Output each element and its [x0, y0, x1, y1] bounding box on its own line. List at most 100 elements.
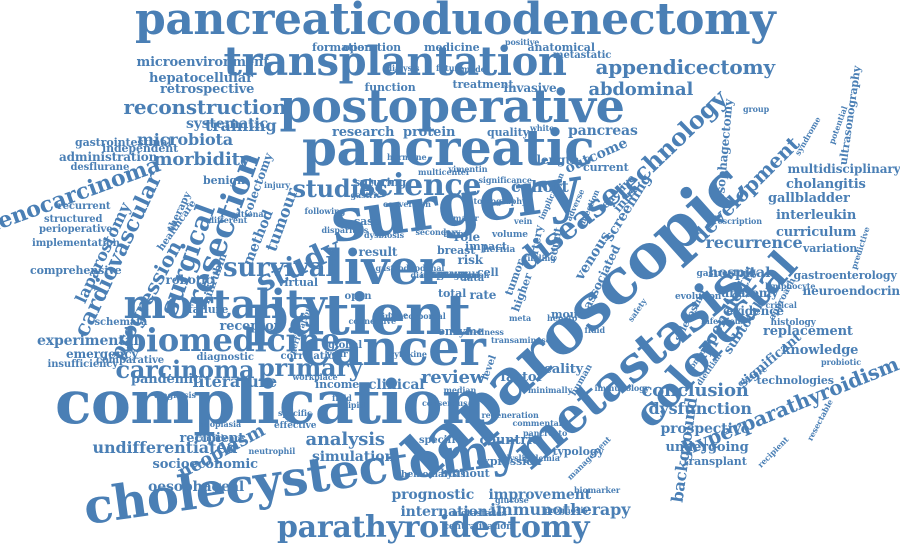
word-increased: increased [428, 270, 472, 280]
word-hepatocellular: hepatocellular [149, 70, 253, 86]
word-evidence: evidence [726, 304, 784, 318]
word-training: training [205, 116, 277, 135]
word-critical: critical [765, 300, 797, 310]
word-efficacy: efficacy [433, 270, 467, 280]
word-protein: protein [403, 124, 456, 140]
word-virtual: virtual [278, 275, 318, 289]
word-cancer: cancer [300, 318, 486, 377]
word-national: national [230, 209, 267, 219]
word-complication: complication [55, 368, 486, 438]
word-major: major [453, 213, 479, 223]
word-recipient: recipient [179, 430, 245, 446]
word-feasibility: feasibility [428, 270, 473, 280]
word-abdominal: abdominal [588, 79, 694, 100]
word-replacement: replacement [763, 323, 853, 339]
word-mortality: mortality [123, 281, 327, 328]
word-typology: typology [552, 444, 604, 458]
word-rate: rate [469, 288, 497, 302]
word-insufficiency: insufficiency [47, 359, 119, 370]
word-neuroendocrine: neuroendocrine [802, 284, 900, 298]
word-countrie: countrie [479, 432, 541, 448]
word-model: model [461, 64, 489, 74]
word-undergoing: undergoing [665, 439, 749, 455]
word-histology: histology [770, 317, 816, 328]
word-different: different [208, 215, 248, 225]
word-pancreaticoduodenectomy: pancreaticoduodenectomy [135, 0, 776, 45]
word-cohort: cohort [511, 177, 569, 196]
word-comparative: comparative [96, 355, 165, 366]
word-survival: survival [223, 253, 335, 283]
word-giant: giant [438, 270, 462, 280]
word-vimentin: vimentin [448, 164, 488, 174]
word-technologies: technologies [756, 373, 834, 387]
word-studies: studies [292, 174, 388, 203]
word-total: total [438, 286, 467, 300]
word-transplant: transplant [683, 454, 747, 468]
word-differential: differential [425, 270, 475, 280]
word-multicenter: multicenter [418, 167, 470, 177]
word-consensus: consensus [422, 398, 468, 408]
word-cholangitis: cholangitis [786, 176, 866, 192]
word-pancreatic: pancreatic [302, 118, 595, 177]
word-following: following [304, 206, 346, 216]
word-curriculum: curriculum [776, 224, 857, 240]
word-length: length [536, 153, 580, 167]
word-evolution: evolution [675, 291, 722, 302]
word-undifferentiated: undifferentiated [92, 438, 238, 457]
word-dialysis: dialysis [386, 63, 420, 73]
word-dysfunction: dysfunction [648, 399, 753, 418]
word-biomarker: biomarker [574, 485, 620, 495]
word-white: white [530, 123, 555, 133]
word-bariatric: bariatric [431, 270, 470, 280]
word-suturing: suturing [354, 175, 407, 189]
word-structured: structured [44, 214, 103, 225]
word-medicine: medicine [424, 40, 480, 54]
word-perioperative: perioperative [39, 224, 113, 235]
word-robotic: robotic [165, 273, 213, 287]
word-benign: benign [203, 173, 245, 187]
word-cytokine: cytokine [389, 349, 427, 359]
word-centralization: centralization [443, 521, 513, 532]
word-schemata: schemata [94, 317, 148, 328]
word-recipient: recipient [755, 434, 791, 470]
word-quality: quality [487, 125, 529, 139]
word-implementation: implementation [32, 238, 120, 249]
word-interval: interval [433, 270, 468, 280]
word-immunotherapy: immunotherapy [490, 500, 631, 519]
word-role: role [454, 230, 481, 244]
word-workplace: workplace [292, 372, 338, 382]
word-oesophageal: oesophageal [148, 479, 245, 495]
word-formation: formation [312, 40, 373, 54]
word-cell: cell [477, 265, 499, 279]
word-hormone: hormone [387, 152, 427, 162]
word-systematic: systematic [186, 116, 269, 132]
word-hepato: hepato [547, 313, 578, 323]
word-patient: patient [249, 282, 471, 348]
word-tomography: tomography [473, 196, 527, 206]
word-meta: meta [509, 313, 532, 323]
word-portal: portal [436, 270, 464, 280]
word-lipid: lipid [345, 400, 365, 410]
word-prescription: prescription [708, 216, 763, 226]
word-distinct: distinct [433, 270, 467, 280]
word-inflammation: inflammation [420, 270, 480, 280]
word-result: result [358, 245, 398, 259]
word-carcinoma: carcinoma [115, 355, 255, 384]
word-operation: operation [342, 40, 402, 54]
word-middle: middle [435, 270, 466, 280]
word-dysbiosis: dysbiosis [364, 230, 405, 240]
word-invasive: invasive [503, 81, 557, 95]
word-independent: independent [102, 141, 179, 155]
word-hospital: hospital [708, 265, 771, 281]
word-international: international [400, 504, 503, 520]
word-morbidity: morbidity [153, 149, 251, 170]
word-socioeconomic: socioeconomic [152, 456, 259, 472]
word-primary: primary [258, 353, 363, 382]
word-microenvironment: microenvironment [136, 54, 270, 70]
word-comprehensive: comprehensive [30, 263, 122, 277]
word-hernia: hernia [483, 244, 516, 255]
word-commentary: commentary [512, 418, 568, 428]
word-conclusion: conclusion [641, 380, 749, 401]
word-pancreato: pancreato [523, 428, 568, 438]
